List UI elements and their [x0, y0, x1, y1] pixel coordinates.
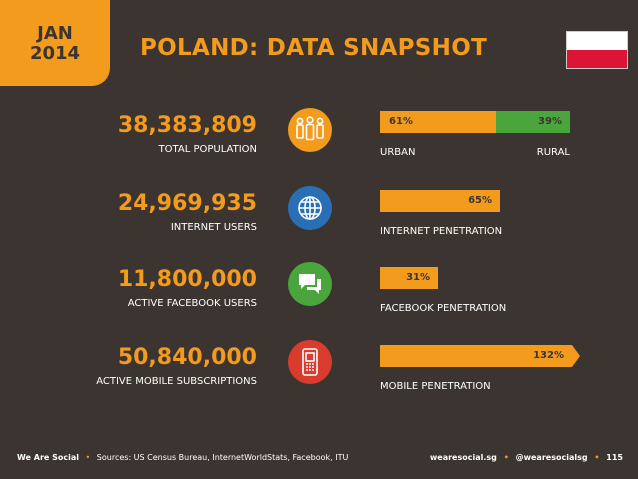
- date-year: 2014: [29, 43, 81, 64]
- internet-penetration-bar: 65% INTERNET PENETRATION: [380, 190, 570, 238]
- stat-label: ACTIVE MOBILE SUBSCRIPTIONS: [96, 376, 257, 387]
- chat-icon: [288, 262, 332, 306]
- stat-label: ACTIVE FACEBOOK USERS: [127, 298, 257, 309]
- urban-segment: 61%: [380, 111, 496, 133]
- internet-penetration-fill: 65%: [380, 190, 500, 212]
- footer-website: wearesocial.sg: [429, 453, 497, 462]
- facebook-penetration-fill: 31%: [380, 267, 438, 289]
- footer-page-number: 115: [606, 453, 623, 462]
- globe-icon: [288, 186, 332, 230]
- footer-sources: Sources: US Census Bureau, InternetWorld…: [96, 453, 349, 462]
- date-month: JAN: [37, 23, 73, 44]
- stat-value: 38,383,809: [117, 113, 257, 138]
- urban-rural-bar: 61% 39% URBAN RURAL: [380, 111, 570, 159]
- stat-mobile-subscriptions: 50,840,000 ACTIVE MOBILE SUBSCRIPTIONS: [96, 345, 257, 388]
- footer-brand: We Are Social: [17, 453, 79, 462]
- mobile-penetration-fill: 132%: [380, 345, 572, 367]
- overflow-arrow-icon: [572, 345, 580, 367]
- stat-value: 24,969,935: [117, 191, 257, 216]
- stat-total-population: 38,383,809 TOTAL POPULATION: [117, 113, 257, 156]
- stat-internet-users: 24,969,935 INTERNET USERS: [117, 191, 257, 234]
- stat-value: 50,840,000: [117, 345, 257, 370]
- footer-twitter: @wearesocialsg: [515, 453, 588, 462]
- people-icon: [288, 108, 332, 152]
- urban-label: URBAN: [380, 147, 416, 158]
- mobile-phone-icon: [288, 340, 332, 384]
- facebook-penetration-bar: 31% FACEBOOK PENETRATION: [380, 267, 570, 315]
- rural-label: RURAL: [536, 147, 570, 158]
- poland-flag-icon: [566, 31, 628, 69]
- stat-label: INTERNET USERS: [170, 222, 257, 233]
- rural-segment: 39%: [495, 111, 570, 133]
- stat-label: TOTAL POPULATION: [158, 144, 257, 155]
- stat-value: 11,800,000: [117, 267, 257, 292]
- footer: We Are Social • Sources: US Census Burea…: [17, 453, 623, 462]
- date-badge: JAN 2014: [0, 0, 110, 86]
- mobile-penetration-label: MOBILE PENETRATION: [380, 381, 491, 392]
- stat-facebook-users: 11,800,000 ACTIVE FACEBOOK USERS: [117, 267, 257, 310]
- mobile-penetration-bar: 132% MOBILE PENETRATION: [380, 345, 580, 393]
- page-title: POLAND: DATA SNAPSHOT: [140, 35, 488, 61]
- facebook-penetration-label: FACEBOOK PENETRATION: [380, 303, 507, 314]
- internet-penetration-label: INTERNET PENETRATION: [380, 226, 503, 237]
